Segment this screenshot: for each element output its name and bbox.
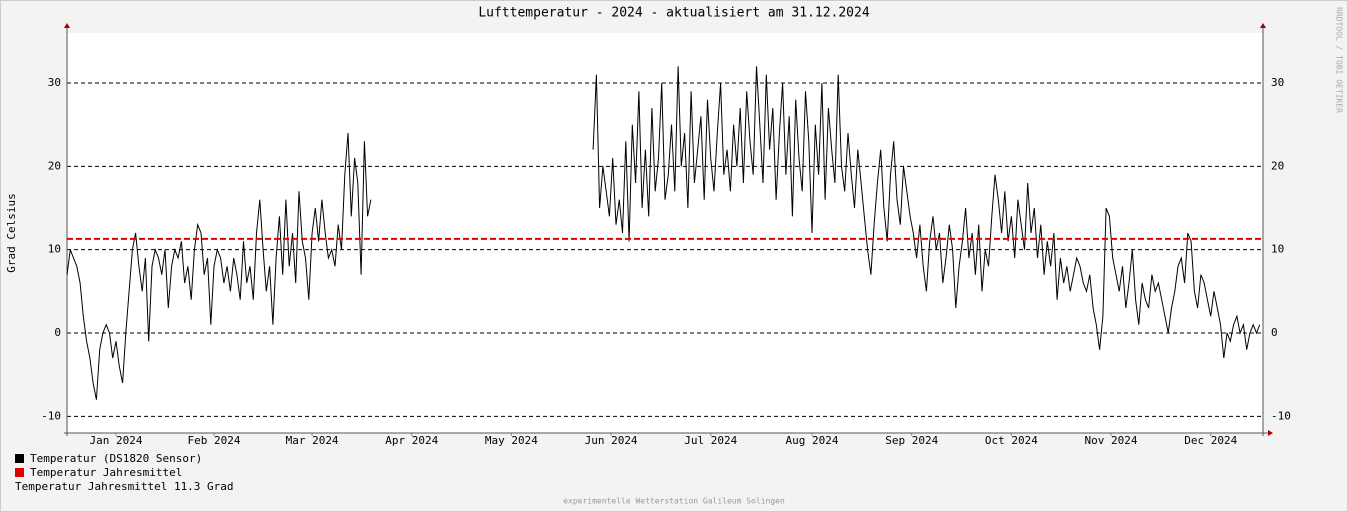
- y-tick-label-right: 20: [1271, 159, 1284, 172]
- x-tick-label: Dec 2024: [1184, 434, 1237, 447]
- series-line: [66, 66, 1261, 400]
- y-axis-label: Grad Celsius: [5, 193, 18, 272]
- y-tick-label-right: 0: [1271, 326, 1278, 339]
- y-tick-label: 10: [48, 243, 61, 256]
- legend-swatch: [15, 468, 24, 477]
- x-tick-label: Sep 2024: [885, 434, 938, 447]
- x-tick-label: Nov 2024: [1085, 434, 1138, 447]
- side-label: RRDTOOL / TOBI OETIKER: [1335, 7, 1344, 113]
- legend-entry: Temperatur (DS1820 Sensor): [30, 452, 202, 465]
- x-tick-label: Apr 2024: [385, 434, 438, 447]
- mean-text: Temperatur Jahresmittel 11.3 Grad: [15, 480, 234, 493]
- chart-title: Lufttemperatur - 2024 - aktualisiert am …: [478, 6, 870, 21]
- y-tick-label-right: 10: [1271, 243, 1284, 256]
- footer: experimentelle Wetterstation Galileum So…: [563, 497, 785, 506]
- x-tick-label: Aug 2024: [786, 434, 839, 447]
- arrow: [1268, 430, 1273, 436]
- x-tick-label: Jan 2024: [90, 434, 143, 447]
- x-tick-label: Jul 2024: [684, 434, 737, 447]
- x-tick-label: Jun 2024: [585, 434, 638, 447]
- legend-entry: Temperatur Jahresmittel: [30, 466, 182, 479]
- x-tick-label: Oct 2024: [985, 434, 1038, 447]
- x-tick-label: Mar 2024: [286, 434, 339, 447]
- y-tick-label: 20: [48, 159, 61, 172]
- y-tick-label: 30: [48, 76, 61, 89]
- x-tick-label: Feb 2024: [188, 434, 241, 447]
- y-tick-label-right: -10: [1271, 409, 1291, 422]
- plot-area: [67, 33, 1263, 433]
- y-tick-label: -10: [41, 409, 61, 422]
- arrow: [1260, 23, 1266, 28]
- y-tick-label-right: 30: [1271, 76, 1284, 89]
- y-tick-label: 0: [54, 326, 61, 339]
- x-tick-label: May 2024: [485, 434, 538, 447]
- arrow: [64, 23, 70, 28]
- legend-swatch: [15, 454, 24, 463]
